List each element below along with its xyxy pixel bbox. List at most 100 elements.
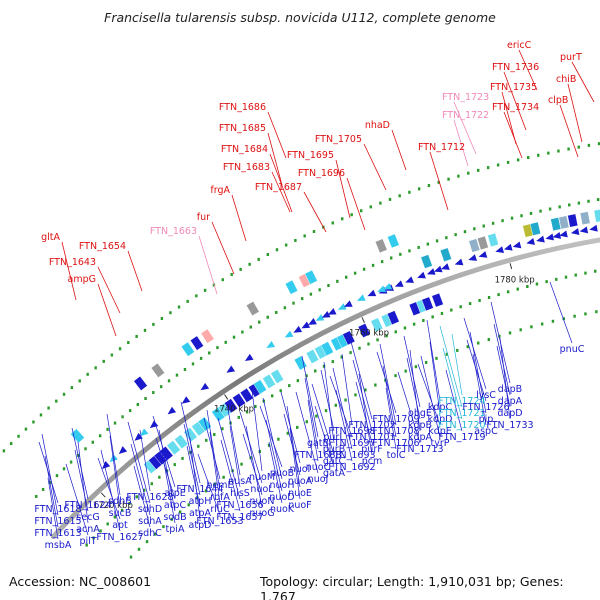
minus-label-leader [307, 399, 319, 462]
gene-block [550, 217, 562, 232]
gc-dot [403, 326, 407, 330]
minus-label-leader [127, 421, 151, 504]
gene-arrow [526, 238, 535, 245]
gc-dot [41, 487, 45, 491]
gc-dot [150, 482, 153, 486]
gc-dot [99, 529, 102, 533]
gene-block [270, 368, 284, 384]
gc-dot [408, 249, 411, 253]
plus-gene-label: FTN_1687 [255, 182, 302, 193]
scale-tick-mark [509, 263, 513, 270]
gc-dot [187, 503, 190, 507]
gc-dot [447, 177, 450, 181]
minus-label-leader [139, 429, 151, 492]
minus-label-leader [332, 367, 353, 450]
minus-gene-label: aspC [474, 426, 498, 437]
gene-arrow [383, 282, 393, 290]
gc-dot [271, 394, 274, 398]
gene-block [284, 279, 299, 295]
gene-block [370, 317, 384, 333]
minus-gene-label: nuoK [270, 504, 295, 515]
gc-dot [526, 156, 530, 160]
gene-arrow [441, 263, 450, 270]
plus-gene-label: FTN_1736 [492, 62, 539, 73]
gc-dot [456, 348, 459, 352]
gc-dot [183, 367, 187, 371]
gene-arrow [101, 461, 111, 469]
gc-dot [454, 233, 457, 237]
minus-gene-label: nuoD [269, 492, 294, 503]
minus-label-leader [259, 405, 283, 468]
minus-gene-label: kdpB [408, 420, 432, 431]
gc-dot [248, 262, 251, 266]
gc-dot [360, 209, 363, 213]
gc-dot [466, 345, 469, 349]
plus-gene-label: gltA [41, 232, 60, 243]
minus-label-leader [409, 349, 421, 432]
minus-label-leader [65, 463, 89, 536]
gc-dot [106, 522, 109, 526]
minus-label-leader [323, 361, 335, 444]
gc-dot [275, 310, 278, 314]
gene-block [200, 328, 215, 344]
gc-dot [128, 409, 132, 413]
gc-dot [551, 319, 555, 323]
minus-label-leader [209, 431, 221, 504]
minus-gene-label: pip [479, 414, 494, 425]
gc-dot [473, 227, 476, 231]
plus-label-leader [335, 159, 351, 219]
gc-dot [195, 294, 198, 298]
gc-dot [574, 273, 577, 277]
gene-arrow [266, 340, 276, 349]
gc-dot [501, 219, 504, 223]
gene-arrow [536, 235, 545, 243]
gc-dot [369, 205, 372, 209]
minus-gene-label: rbfA [210, 492, 230, 503]
gene-block [439, 247, 452, 262]
minus-label-leader [217, 417, 241, 500]
gene-block [421, 296, 434, 312]
gc-dot [39, 413, 43, 417]
plus-label-leader [391, 129, 407, 171]
minus-gene-label: nuoH [270, 480, 295, 491]
gene-arrow [377, 285, 387, 292]
minus-label-leader [311, 383, 335, 456]
minus-gene-label: nuoE [288, 488, 312, 499]
minus-gene-label: hisS [230, 488, 250, 499]
scale-tick-mark [100, 492, 106, 498]
minus-label-leader [280, 391, 301, 464]
minus-gene-label: kdpA [408, 432, 433, 443]
minus-gene-label: FTN_1709 [372, 414, 419, 425]
plus-label-leader [559, 104, 579, 158]
minus-gene-label: FTN_1724 [438, 396, 485, 407]
plus-label-leader [271, 171, 291, 213]
gc-dot [426, 242, 430, 246]
plus-label-leader [453, 119, 469, 167]
plus-gene-label: FTN_1735 [490, 82, 537, 93]
gc-dot [535, 282, 539, 286]
minus-label-leader [429, 341, 441, 414]
gc-dot [567, 147, 570, 151]
minus-label-leader [106, 413, 121, 496]
minus-gene-label: FTN_1701 [348, 432, 395, 443]
plus-gene-label: FTN_1705 [315, 134, 362, 145]
gc-dot [62, 392, 66, 396]
gc-dot [577, 145, 580, 149]
gene-block [593, 208, 600, 223]
gc-dot [258, 320, 261, 324]
gc-dot [145, 540, 149, 544]
gene-arrow [468, 254, 477, 261]
gene-block [150, 362, 165, 378]
gc-dot [222, 475, 225, 479]
gene-block [190, 335, 204, 351]
gc-dot [2, 449, 6, 453]
gc-dot [249, 325, 252, 329]
gc-dot [230, 272, 233, 276]
minus-gene-label: FTN_1653 [196, 516, 243, 527]
gc-dot [573, 314, 576, 318]
gc-dot [349, 351, 352, 355]
plus-gene-label: ericC [507, 40, 532, 51]
gc-dot [478, 298, 481, 302]
gc-dot [422, 318, 425, 322]
